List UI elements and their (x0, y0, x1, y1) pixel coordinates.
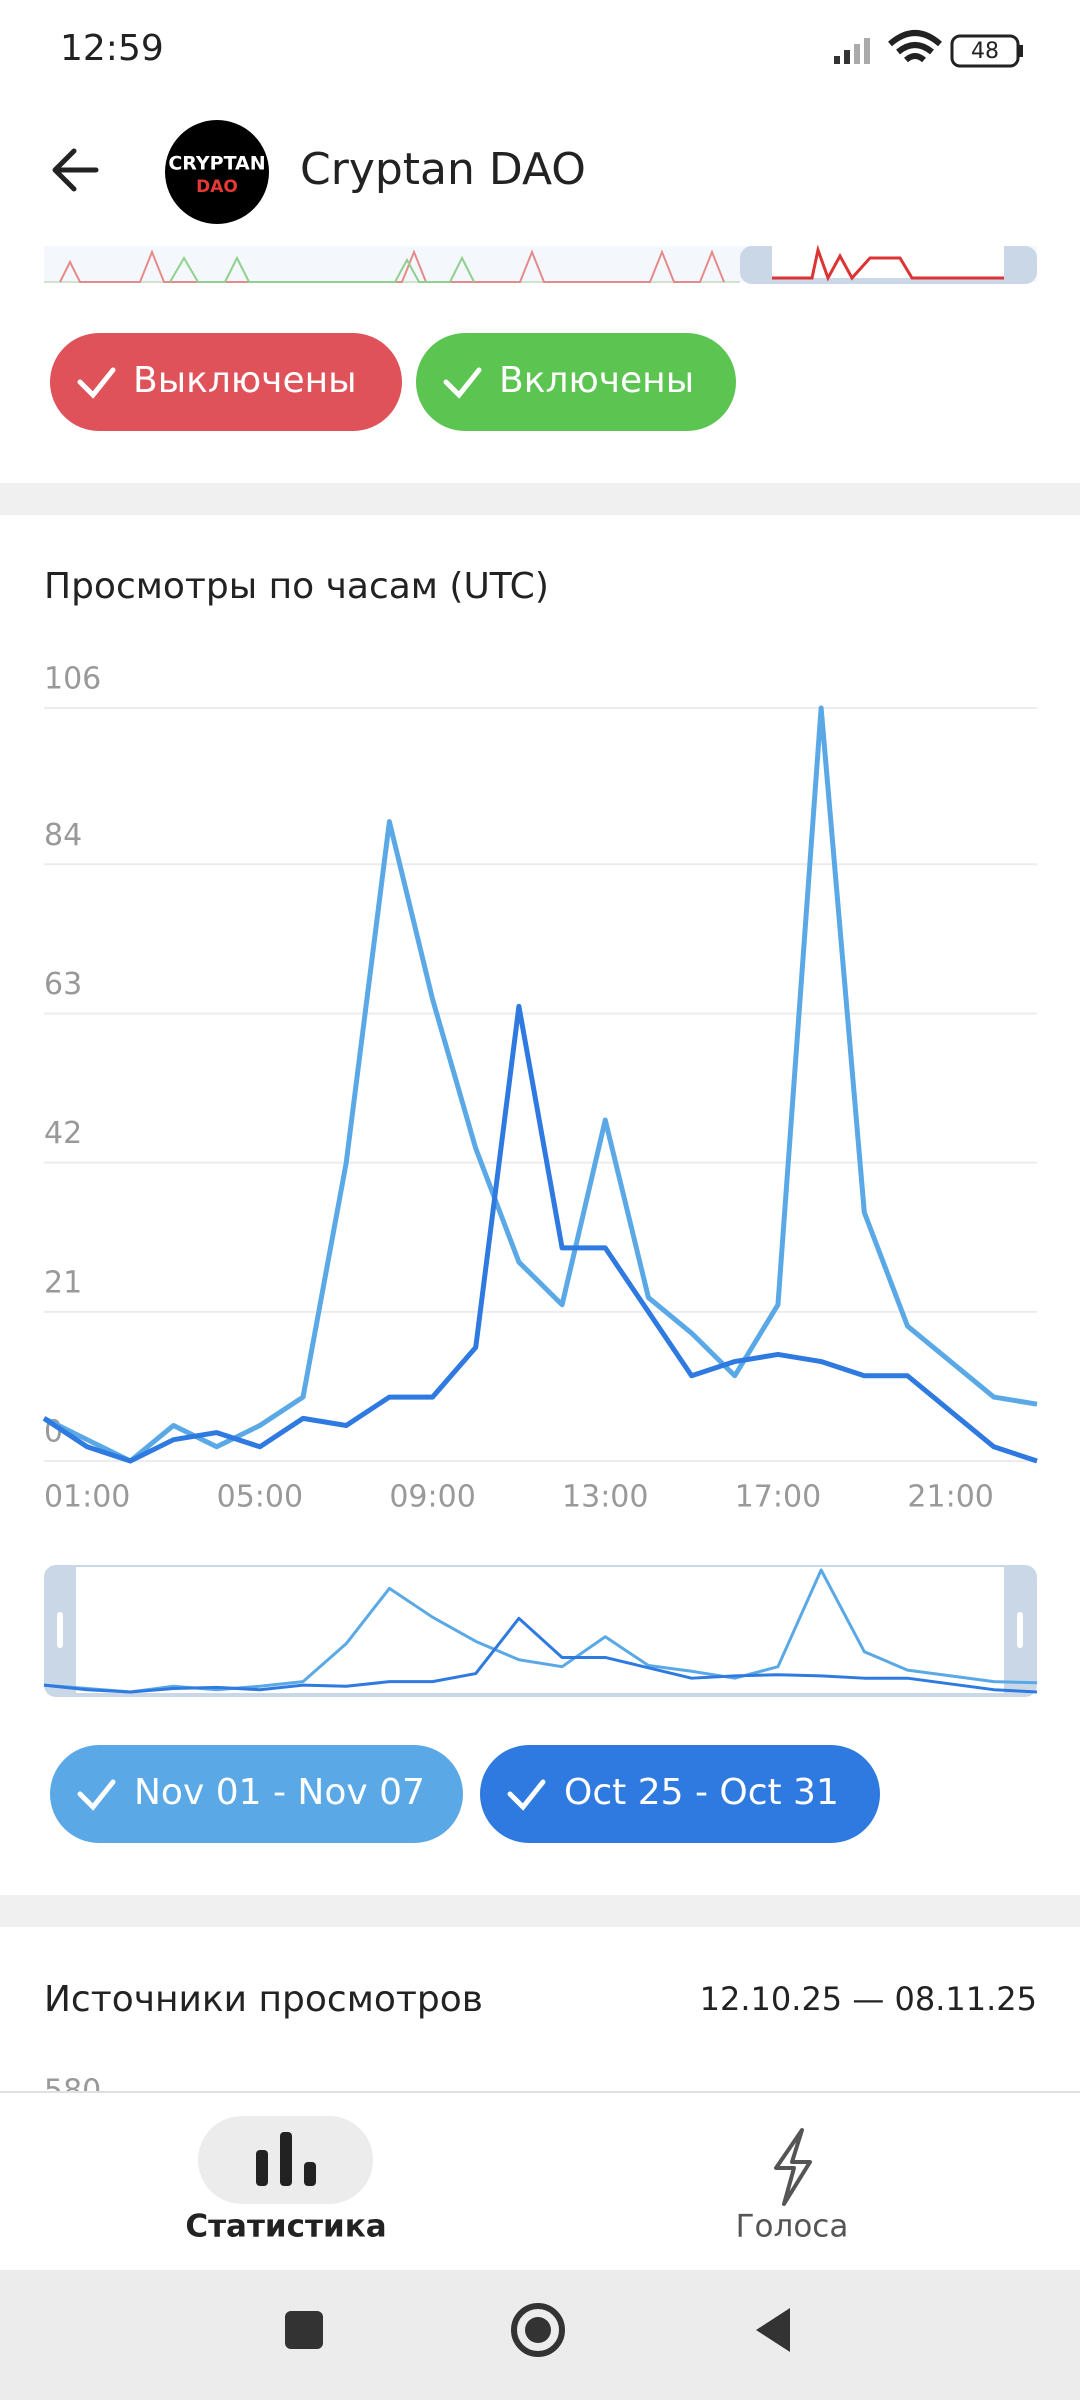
check-icon (507, 1779, 546, 1811)
legend: Nov 01 - Nov 07 Oct 25 - Oct 31 (50, 1745, 880, 1843)
series-line (42, 705, 1038, 1464)
x-tick-label: 09:00 (389, 1480, 475, 1515)
battery-icon (950, 34, 1020, 68)
y-tick-label: 106 (44, 662, 101, 697)
y-tick-label: 42 (44, 1116, 82, 1151)
toggle-label: Включены (499, 360, 694, 401)
previous-navigator-line (772, 244, 1004, 282)
section-title: Источники просмотров (44, 1979, 483, 2020)
navigator-handle[interactable] (57, 1612, 63, 1648)
channel-logo (165, 120, 269, 224)
section-separator (0, 483, 1080, 515)
chart-title: Просмотры по часам (UTC) (44, 566, 549, 607)
logo-text: CRYPTAN (168, 153, 265, 175)
votes-icon[interactable] (774, 2128, 812, 2206)
x-tick-label: 17:00 (735, 1480, 821, 1515)
previous-navigator-window (772, 246, 1004, 278)
toggle-pill[interactable] (416, 333, 736, 431)
y-tick-label: 21 (44, 1265, 82, 1300)
wifi-icon (888, 30, 942, 63)
nav-label[interactable]: Статистика (185, 2209, 386, 2245)
legend-pill[interactable] (50, 1745, 463, 1843)
navigator-plot (43, 1568, 1038, 1694)
navigator-window (76, 1567, 1004, 1693)
check-icon (77, 367, 116, 399)
x-tick-label: 13:00 (562, 1480, 648, 1515)
nav-label[interactable]: Голоса (736, 2209, 849, 2245)
legend-label: Oct 25 - Oct 31 (564, 1772, 839, 1813)
recents-button[interactable] (285, 2311, 323, 2349)
legend-label: Nov 01 - Nov 07 (134, 1772, 425, 1813)
back-button[interactable] (52, 148, 99, 192)
logo-text: DAO (196, 177, 238, 197)
y-tick-label: 84 (44, 818, 82, 853)
y-tick-label: 63 (44, 967, 82, 1002)
signal-icon (834, 38, 870, 64)
navigator-line (43, 1616, 1038, 1694)
date-range[interactable]: 12.10.25 — 08.11.25 (700, 1980, 1037, 2018)
x-tick-label: 05:00 (217, 1480, 303, 1515)
navigator-handle[interactable] (1017, 1612, 1023, 1648)
navigator-line (43, 1568, 1038, 1694)
check-icon (77, 1779, 116, 1811)
section-separator (0, 1895, 1080, 1927)
x-tick-label: 01:00 (44, 1480, 130, 1515)
home-button[interactable] (511, 2303, 565, 2357)
bottom-nav (0, 2092, 1080, 2270)
toggle-label: Выключены (133, 360, 357, 401)
previous-chart-line (169, 255, 475, 283)
toggle-pill[interactable] (50, 333, 402, 431)
battery-tip (1019, 45, 1023, 57)
home-button-dot (525, 2317, 551, 2343)
legend-pill[interactable] (480, 1745, 880, 1843)
stats-icon[interactable] (256, 2132, 316, 2186)
check-icon (443, 367, 482, 399)
battery-level: 48 (971, 39, 999, 64)
header-title[interactable]: Cryptan DAO (300, 144, 586, 195)
back-system-button[interactable] (756, 2308, 790, 2352)
x-tick-label: 21:00 (907, 1480, 993, 1515)
series-line (42, 1003, 1038, 1464)
status-time: 12:59 (60, 28, 164, 69)
